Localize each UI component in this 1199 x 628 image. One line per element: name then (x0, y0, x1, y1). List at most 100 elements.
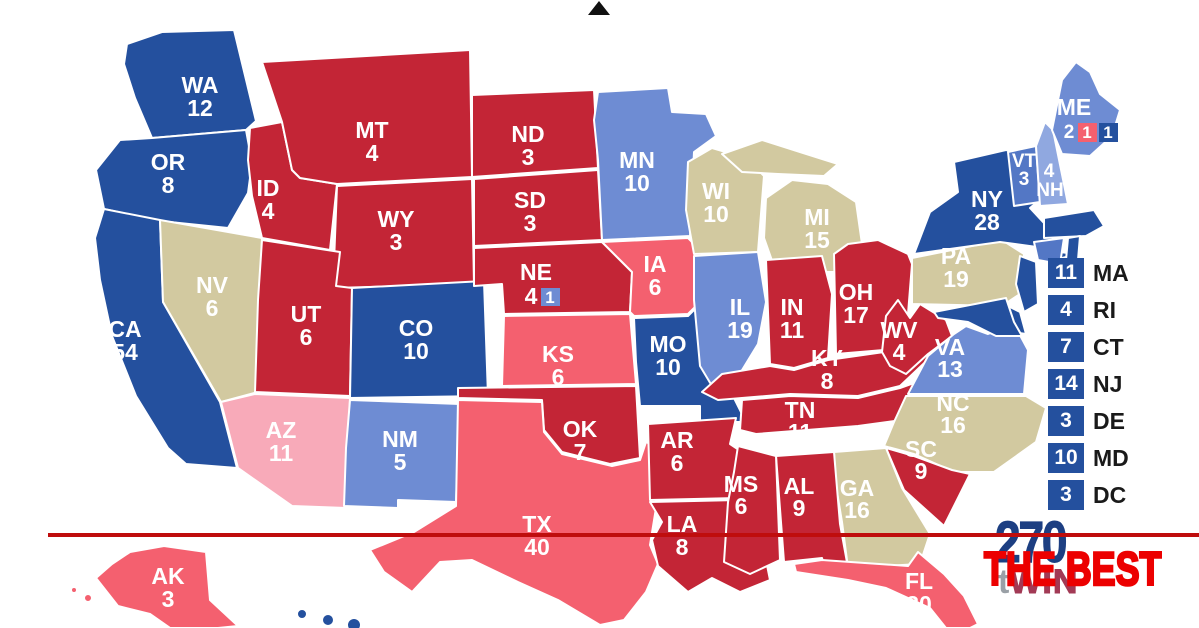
state-label: WI (702, 178, 730, 204)
watermark-red-line (48, 533, 1199, 537)
state-ms[interactable] (723, 445, 781, 575)
state-votes: 9 (793, 495, 806, 521)
legend-row-md: 10 MD (1048, 443, 1129, 473)
legend-state-label: DE (1093, 407, 1125, 434)
state-hi-island[interactable] (346, 617, 362, 628)
state-label: MS (724, 471, 759, 497)
state-votes: 8 (821, 368, 834, 394)
state-or[interactable] (95, 129, 253, 229)
state-label: OR (151, 149, 186, 175)
state-votes: 3 (162, 586, 175, 612)
state-md[interactable] (933, 297, 1023, 337)
state-in[interactable] (765, 255, 833, 369)
district-votes-me1: 1 (1082, 123, 1091, 142)
legend-row-ct: 7 CT (1048, 332, 1129, 362)
state-label: LA (667, 511, 698, 537)
state-label: WY (377, 206, 414, 232)
district-votes-ne2: 1 (545, 288, 554, 307)
state-ks[interactable] (501, 313, 637, 387)
state-votes: 4 (525, 283, 538, 309)
map-marker-triangle (588, 1, 610, 15)
state-label: NY (971, 186, 1003, 212)
state-fl[interactable] (793, 551, 979, 628)
state-votes: 10 (655, 354, 681, 380)
legend-state-box[interactable]: 14 (1048, 369, 1084, 399)
state-label: UT (291, 301, 322, 327)
state-label: NC (936, 390, 969, 416)
state-nj[interactable] (1015, 255, 1039, 313)
logo-win-text: WIN (1009, 563, 1079, 601)
state-hi-island[interactable] (321, 613, 335, 627)
state-az[interactable] (220, 393, 351, 509)
state-votes: 6 (671, 450, 684, 476)
state-label: GA (840, 475, 875, 501)
district-box-me2[interactable] (1099, 123, 1118, 142)
state-votes: 6 (206, 295, 219, 321)
small-states-legend: 11 MA 4 RI 7 CT 14 NJ 3 DE 10 MD 3 DC (1048, 258, 1129, 510)
state-label: WA (181, 72, 218, 98)
state-wy[interactable] (332, 178, 475, 289)
logo-270-text: 270 (995, 510, 1068, 575)
state-wi[interactable] (685, 147, 765, 255)
legend-state-box[interactable]: 4 (1048, 295, 1084, 325)
state-label: MO (649, 331, 686, 357)
state-votes: 5 (394, 449, 407, 475)
district-box-ne2[interactable] (541, 288, 560, 306)
legend-state-box[interactable]: 11 (1048, 258, 1084, 288)
270towin-logo: 270 tWIN (995, 510, 1083, 601)
legend-state-box[interactable]: 7 (1048, 332, 1084, 362)
legend-state-label: MA (1093, 259, 1129, 286)
state-label: MN (619, 147, 655, 173)
legend-row-ma: 11 MA (1048, 258, 1129, 288)
state-label: VT (1012, 151, 1037, 172)
state-votes: 10 (624, 170, 650, 196)
state-ma[interactable] (1043, 209, 1105, 239)
state-votes: 4 (893, 339, 906, 365)
legend-state-box[interactable]: 3 (1048, 406, 1084, 436)
state-tx[interactable] (369, 399, 659, 626)
state-label: KY (811, 345, 843, 371)
state-ok[interactable] (457, 385, 641, 465)
state-mi-upper-peninsula[interactable] (721, 139, 839, 177)
state-label: VA (935, 334, 965, 360)
state-label: OK (563, 416, 598, 442)
state-label: SD (514, 187, 546, 213)
legend-state-label: CT (1093, 333, 1124, 360)
state-mt[interactable] (261, 49, 473, 185)
state-votes: 2 (1064, 122, 1075, 143)
state-votes: 9 (915, 458, 928, 484)
state-votes: 19 (943, 266, 969, 292)
state-label: IA (644, 251, 667, 277)
district-box-me1[interactable] (1078, 123, 1097, 142)
state-votes: 3 (1019, 169, 1030, 190)
state-hi-island[interactable] (296, 608, 308, 620)
state-votes: 19 (727, 317, 753, 343)
legend-state-box[interactable]: 3 (1048, 480, 1084, 510)
state-votes: 13 (937, 356, 963, 382)
state-votes: 54 (112, 339, 138, 365)
logo-to-text: t (998, 563, 1010, 601)
state-label: TN (785, 397, 816, 423)
legend-state-box[interactable]: 10 (1048, 443, 1084, 473)
state-label: FL (905, 568, 933, 594)
state-label: ND (511, 121, 544, 147)
state-votes: 28 (974, 209, 1000, 235)
legend-state-label: RI (1093, 296, 1116, 323)
state-votes: 6 (649, 274, 662, 300)
state-label: MI (804, 204, 830, 230)
state-nh[interactable] (1035, 121, 1069, 207)
state-ak[interactable] (95, 545, 239, 628)
state-nc[interactable] (883, 395, 1047, 473)
state-votes: 8 (162, 172, 175, 198)
state-ak-island (70, 586, 78, 594)
legend-state-label: MD (1093, 444, 1129, 471)
state-votes: 11 (780, 317, 805, 343)
state-label: CO (399, 315, 434, 341)
state-ri[interactable] (1065, 235, 1081, 261)
state-label: MT (355, 117, 388, 143)
state-label: ID (257, 175, 280, 201)
state-label: IL (730, 294, 750, 320)
state-label: NV (196, 272, 229, 298)
